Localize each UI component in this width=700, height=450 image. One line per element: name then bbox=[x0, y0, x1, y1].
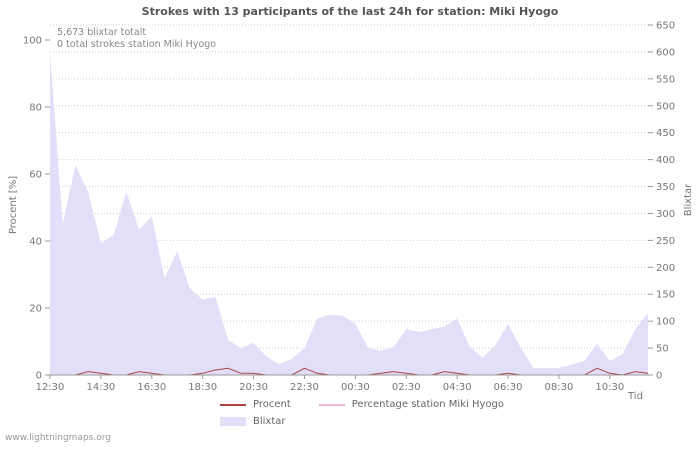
annotation-total-strokes: 5,673 blixtar totalt bbox=[57, 27, 147, 38]
x-axis-label: Tid bbox=[628, 391, 643, 402]
x-tick-label: 06:30 bbox=[494, 382, 523, 393]
x-tick-label: 12:30 bbox=[36, 382, 65, 393]
y-right-tick-label: 550 bbox=[656, 74, 675, 85]
y-right-tick-label: 50 bbox=[656, 344, 669, 355]
y-right-tick-label: 100 bbox=[656, 317, 675, 328]
y-left-tick-label: 0 bbox=[36, 371, 42, 382]
legend-item-blixtar: Blixtar bbox=[220, 416, 286, 427]
x-tick-label: 20:30 bbox=[239, 382, 268, 393]
x-tick-label: 02:30 bbox=[392, 382, 421, 393]
annotation-station-strokes: 0 total strokes station Miki Hyogo bbox=[57, 39, 217, 50]
y-right-tick-label: 650 bbox=[656, 21, 675, 32]
legend: Procent Percentage station Miki Hyogo Bl… bbox=[220, 399, 532, 433]
x-tick-label: 04:30 bbox=[443, 382, 472, 393]
y-right-tick-label: 600 bbox=[656, 47, 675, 58]
legend-label-procent: Procent bbox=[253, 399, 291, 410]
blixtar-area-series bbox=[50, 51, 648, 376]
legend-item-procent: Procent bbox=[220, 399, 291, 410]
x-tick-label: 00:30 bbox=[341, 382, 370, 393]
watermark-link[interactable]: www.lightningmaps.org bbox=[5, 433, 111, 443]
legend-swatch-station bbox=[318, 403, 345, 406]
legend-item-station: Percentage station Miki Hyogo bbox=[318, 399, 504, 410]
y-right-tick-label: 0 bbox=[656, 371, 662, 382]
y-right-tick-label: 500 bbox=[656, 101, 675, 112]
y-left-tick-label: 20 bbox=[29, 304, 42, 315]
y-left-tick-label: 80 bbox=[29, 103, 42, 114]
x-tick-label: 18:30 bbox=[188, 382, 217, 393]
x-tick-label: 22:30 bbox=[290, 382, 319, 393]
y-right-tick-label: 200 bbox=[656, 263, 675, 274]
chart-title: Strokes with 13 participants of the last… bbox=[141, 5, 559, 18]
y-right-tick-label: 350 bbox=[656, 182, 675, 193]
legend-row-area: Blixtar bbox=[220, 416, 532, 427]
y-left-tick-label: 40 bbox=[29, 237, 42, 248]
y-right-tick-label: 450 bbox=[656, 128, 675, 139]
legend-swatch-blixtar bbox=[220, 417, 246, 426]
x-tick-label: 08:30 bbox=[545, 382, 574, 393]
y-right-tick-label: 250 bbox=[656, 236, 675, 247]
legend-swatch-procent bbox=[220, 403, 246, 406]
y-left-tick-label: 60 bbox=[29, 170, 42, 181]
x-tick-label: 10:30 bbox=[595, 382, 624, 393]
y-right-tick-label: 150 bbox=[656, 290, 675, 301]
x-tick-label: 14:30 bbox=[86, 382, 115, 393]
y-right-tick-label: 300 bbox=[656, 209, 675, 220]
y-right-tick-label: 400 bbox=[656, 155, 675, 166]
y-left-tick-label: 100 bbox=[23, 36, 42, 47]
legend-row-lines: Procent Percentage station Miki Hyogo bbox=[220, 399, 532, 410]
legend-label-blixtar: Blixtar bbox=[253, 416, 286, 427]
legend-label-station: Percentage station Miki Hyogo bbox=[351, 399, 504, 410]
x-tick-label: 16:30 bbox=[137, 382, 166, 393]
